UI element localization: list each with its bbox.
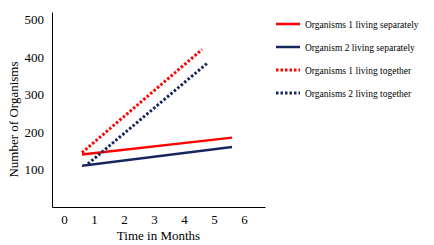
x-tick: 5 bbox=[211, 207, 218, 227]
series-line bbox=[88, 63, 208, 164]
series-line bbox=[82, 50, 202, 153]
y-tick: 300 bbox=[25, 87, 53, 102]
x-tick-label: 2 bbox=[121, 212, 128, 227]
y-tick: 100 bbox=[25, 162, 53, 177]
plot-area bbox=[82, 50, 232, 166]
y-tick-label: 400 bbox=[25, 50, 45, 65]
legend-swatch bbox=[276, 46, 300, 49]
chart: 0 1 2 3 4 5 6 100 200 300 400 500 Time in Months Numb… bbox=[0, 0, 434, 245]
y-tick-label: 100 bbox=[25, 162, 45, 177]
x-tick: 3 bbox=[151, 207, 158, 227]
series-line bbox=[82, 147, 232, 166]
x-axis: 0 1 2 3 4 5 6 bbox=[53, 207, 266, 227]
legend-swatch bbox=[276, 69, 300, 72]
x-axis-title: Time in Months bbox=[117, 228, 200, 243]
legend: Organisms 1 living separately Organism 2 … bbox=[276, 20, 419, 99]
legend-label: Organisms 2 living together bbox=[305, 89, 412, 99]
y-axis-line bbox=[52, 13, 53, 208]
x-tick-label: 1 bbox=[91, 212, 98, 227]
y-tick-label: 300 bbox=[25, 87, 45, 102]
x-tick: 1 bbox=[91, 207, 98, 227]
y-tick-label: 200 bbox=[25, 125, 45, 140]
x-tick: 6 bbox=[241, 207, 248, 227]
x-tick: 4 bbox=[181, 207, 188, 227]
x-tick-label: 5 bbox=[211, 212, 218, 227]
x-tick-label: 3 bbox=[151, 212, 158, 227]
series-line bbox=[82, 138, 232, 155]
legend-label: Organisms 1 living separately bbox=[305, 20, 419, 30]
x-tick-label: 0 bbox=[61, 212, 68, 227]
legend-label: Organisms 1 living together bbox=[305, 66, 412, 76]
legend-swatch bbox=[276, 92, 300, 95]
x-tick: 2 bbox=[121, 207, 128, 227]
x-tick: 0 bbox=[61, 207, 68, 227]
y-tick: 500 bbox=[25, 12, 53, 27]
y-tick: 200 bbox=[25, 125, 53, 140]
legend-label: Organism 2 living separately bbox=[305, 43, 415, 53]
y-axis-title: Number of Organisms bbox=[6, 61, 21, 177]
x-tick-label: 6 bbox=[241, 212, 248, 227]
y-tick-label: 500 bbox=[25, 12, 45, 27]
x-tick-label: 4 bbox=[181, 212, 188, 227]
x-axis-line bbox=[53, 207, 266, 208]
y-tick: 400 bbox=[25, 50, 53, 65]
legend-swatch bbox=[276, 23, 300, 26]
y-axis: 100 200 300 400 500 bbox=[25, 12, 53, 207]
